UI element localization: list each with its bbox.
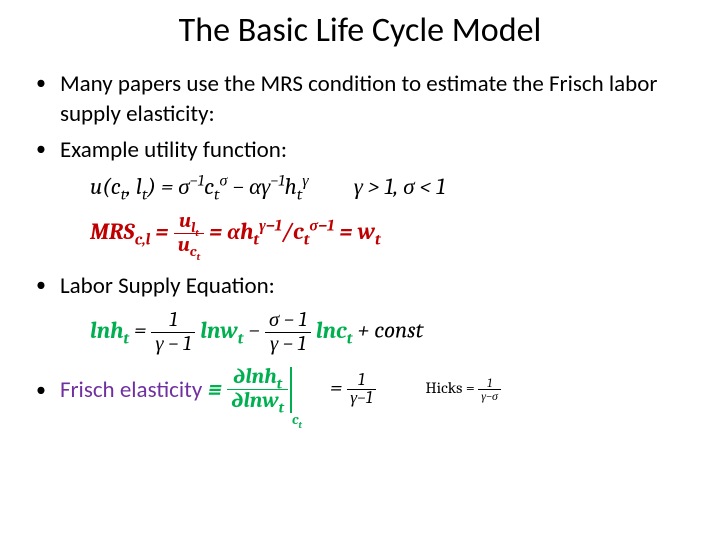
bullet-mrs-intro: • Many papers use the MRS condition to e…	[30, 69, 690, 129]
equation-hicks: Hicks = 1γ−σ	[426, 377, 501, 402]
bullet-dot: •	[36, 376, 46, 404]
frisch-label: Frisch elasticity	[60, 375, 202, 405]
equation-frisch-rhs: = 1γ−1	[330, 372, 376, 408]
bullet-text: Labor Supply Equation:	[60, 271, 275, 301]
bullet-dot: •	[36, 135, 46, 163]
condition-text: γ > 1, σ < 1	[354, 173, 446, 200]
bullet-example-utility: • Example utility function:	[30, 135, 690, 165]
slide-title: The Basic Life Cycle Model	[30, 10, 690, 51]
bullet-text: Many papers use the MRS condition to est…	[60, 69, 690, 129]
bullet-dot: •	[36, 271, 46, 299]
equation-lnh: lnht = 1γ − 1 lnwt − σ − 1γ − 1 lnct + c…	[90, 309, 690, 356]
equation-utility: u(ct, lt) = σ−1ctσ − αγ−1htγ γ > 1, σ < …	[90, 173, 690, 200]
bullet-labor-supply: • Labor Supply Equation:	[30, 271, 690, 301]
bullet-dot: •	[36, 69, 46, 97]
equation-mrs: MRSc,l = ultuct = αhtγ−1/ctσ−1 = wt	[90, 210, 690, 257]
equation-frisch: ≡ ∂lnht∂lnwtct	[208, 366, 302, 415]
bullet-frisch: • Frisch elasticity ≡ ∂lnht∂lnwtct = 1γ−…	[30, 366, 690, 415]
bullet-text: Example utility function:	[60, 135, 287, 165]
